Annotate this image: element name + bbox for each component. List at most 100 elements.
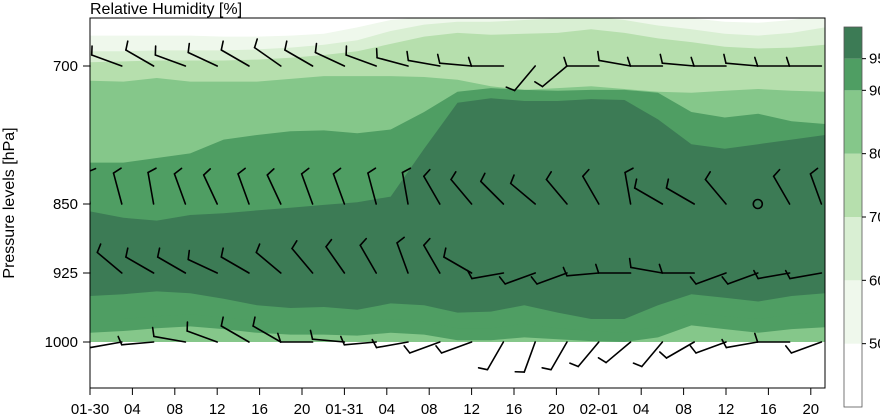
- x-tick-label-13: 04: [633, 401, 650, 418]
- wind-barb-925-24: [325, 238, 346, 274]
- wind-barb-1000-36: [435, 341, 473, 354]
- wind-barb-925-21: [291, 240, 314, 274]
- colorbar-tick-label-80: 80: [869, 146, 880, 163]
- colorbar-swatch-80: [844, 90, 862, 154]
- x-tick-label-8: 08: [421, 401, 438, 418]
- wind-barb-700-30: [375, 47, 409, 67]
- wind-barb-850-54: [633, 178, 664, 205]
- x-tick-label-14: 08: [675, 401, 692, 418]
- wind-barb-925-3: [96, 243, 123, 274]
- y-tick-label-925: 925: [53, 265, 78, 282]
- wind-barb-700-33: [406, 50, 441, 67]
- wind-barb-700-3: [90, 45, 123, 67]
- x-tick-label-3: 12: [209, 401, 226, 418]
- wind-barb-850-66: [772, 168, 791, 205]
- x-tick-label-11: 20: [548, 401, 565, 418]
- wind-barb-1000-42: [514, 341, 537, 373]
- colorbar: 50 60 70 80 90 95: [843, 26, 880, 408]
- contour-band-95-5: [90, 98, 825, 319]
- y-tick-label-1000: 1000: [45, 334, 78, 351]
- y-tick-label-850: 850: [53, 196, 78, 213]
- contour-bands: [90, 18, 825, 342]
- x-tick-label-7: 04: [378, 401, 395, 418]
- wind-barb-925-69: [784, 269, 823, 280]
- colorbar-swatch-50: [844, 280, 862, 344]
- wind-barb-850-6: [147, 167, 157, 205]
- wind-barbs: [90, 38, 823, 373]
- wind-barb-1000-51: [597, 341, 632, 364]
- wind-barb-1000-57: [658, 341, 696, 359]
- wind-barb-850-9: [173, 167, 187, 205]
- wind-barb-700-57: [659, 53, 696, 67]
- wind-barb-1000-63: [721, 338, 759, 349]
- wind-barb-925-66: [753, 269, 791, 280]
- colorbar-tick-label-50: 50: [869, 336, 880, 353]
- colorbar-tick-label-90: 90: [869, 82, 880, 99]
- y-axis-label: Pressure levels [hPa]: [1, 127, 18, 278]
- wind-barb-700-6: [125, 40, 155, 67]
- wind-barb-850-30: [401, 167, 412, 205]
- colorbar-swatch-60: [844, 217, 862, 281]
- wind-barb-1000-27: [340, 335, 378, 346]
- wind-barb-850-51: [624, 167, 634, 205]
- wind-barb-925-30: [396, 236, 409, 274]
- wind-barb-1000-66: [754, 332, 791, 343]
- wind-barb-850-18: [266, 168, 282, 205]
- y-tick-label-700: 700: [53, 58, 78, 75]
- wind-barb-1000-60: [689, 341, 727, 354]
- wind-barb-925-51: [595, 263, 632, 274]
- wind-barb-850-48: [581, 168, 600, 205]
- x-tick-label-17: 20: [802, 401, 819, 418]
- wind-barb-700-60: [690, 56, 727, 67]
- wind-barb-925-54: [628, 257, 664, 274]
- wind-barb-850-36: [450, 171, 473, 205]
- wind-barb-700-9: [154, 45, 187, 67]
- wind-barb-700-48: [563, 56, 600, 67]
- wind-barb-850-24: [332, 167, 346, 205]
- wind-barb-925-48: [562, 266, 600, 277]
- wind-barb-1000-21: [277, 332, 314, 343]
- wind-barb-700-18: [253, 38, 282, 67]
- x-tick-label-1: 04: [124, 401, 141, 418]
- wind-barb-1000-15: [220, 316, 250, 343]
- x-tick-label-9: 12: [463, 401, 480, 418]
- colorbar-swatch-95: [844, 27, 862, 59]
- wind-barb-700-39: [467, 56, 505, 67]
- colorbar-tick-label-95: 95: [869, 51, 880, 68]
- wind-barb-925-39: [466, 269, 505, 280]
- wind-barb-850-33: [422, 168, 441, 205]
- wind-barb-700-24: [314, 42, 346, 67]
- wind-barb-925-15: [220, 247, 250, 274]
- wind-barb-925-42: [498, 272, 537, 285]
- x-tick-label-0: 01-30: [71, 401, 109, 418]
- x-tick-label-2: 08: [166, 401, 183, 418]
- wind-barb-700-27: [345, 45, 378, 67]
- wind-barb-700-54: [626, 56, 664, 67]
- wind-barb-700-63: [723, 53, 759, 67]
- wind-barb-925-6: [125, 247, 155, 274]
- wind-barb-700-12: [187, 42, 218, 67]
- wind-barb-1000-9: [151, 326, 187, 343]
- wind-barb-925-45: [530, 272, 568, 285]
- wind-barb-850-39: [479, 172, 505, 205]
- wind-barb-850-57: [665, 178, 696, 205]
- wind-barb-850-45: [545, 171, 568, 205]
- colorbar-tick-label-70: 70: [869, 209, 880, 226]
- wind-barb-850-3: [112, 167, 123, 205]
- x-tick-label-6: 01-31: [325, 401, 363, 418]
- wind-barb-700-69: [785, 56, 823, 67]
- x-axis-ticks: 01-30 04 08 12 16 20 01-31 04 08 12 16 20 02-01 04 08 1…: [71, 388, 819, 418]
- wind-barb-925-57: [658, 263, 696, 274]
- wind-barb-925-12: [187, 249, 218, 274]
- wind-barb-925-18: [255, 243, 282, 274]
- wind-barb-1000-33: [403, 341, 441, 354]
- x-tick-label-5: 20: [294, 401, 311, 418]
- chart-title: Relative Humidity [%]: [90, 1, 242, 18]
- wind-barb-925-9: [156, 247, 187, 274]
- x-tick-label-10: 16: [506, 401, 523, 418]
- wind-barb-700-15: [220, 40, 250, 67]
- wind-barb-700-36: [436, 53, 473, 67]
- wind-barb-700-45: [534, 65, 568, 88]
- colorbar-swatch-70: [844, 153, 862, 217]
